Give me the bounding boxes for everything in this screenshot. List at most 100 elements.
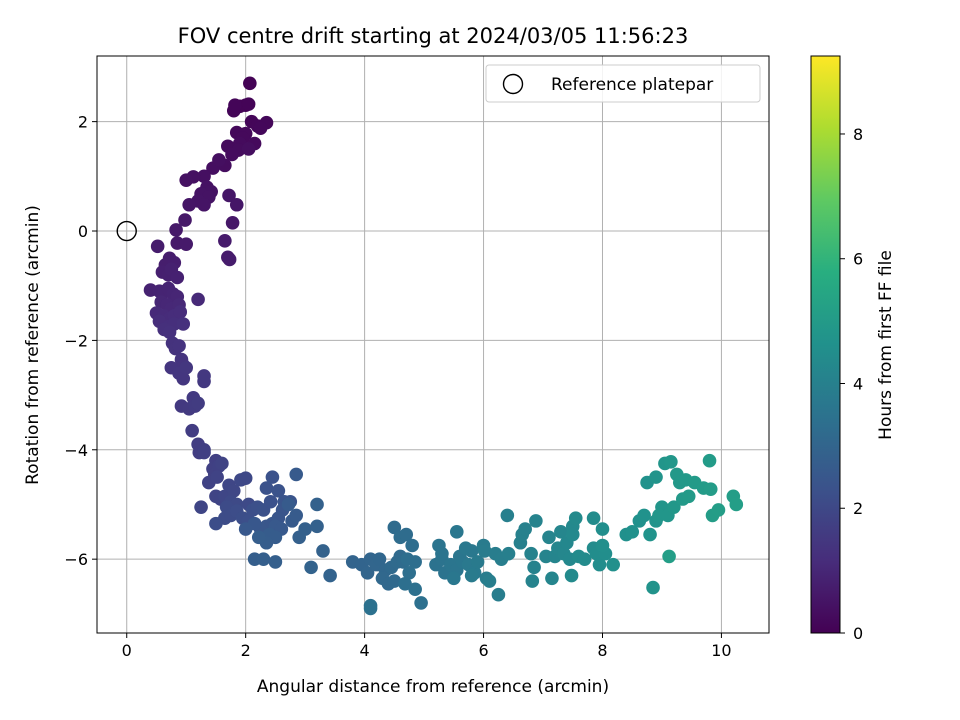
- legend-label-reference-platepar: Reference platepar: [551, 75, 713, 95]
- chart-title: FOV centre drift starting at 2024/03/05 …: [178, 24, 689, 48]
- data-point: [289, 508, 304, 523]
- x-tick-label: 6: [478, 641, 488, 660]
- data-point: [464, 568, 479, 583]
- data-point: [595, 522, 610, 536]
- data-point: [662, 549, 676, 564]
- data-point: [226, 484, 241, 498]
- data-point: [577, 552, 592, 566]
- data-point: [150, 239, 165, 254]
- x-axis-ticks: 0 2 4 6 8 10: [122, 633, 732, 660]
- data-point: [169, 223, 183, 237]
- y-tick-label: −6: [64, 550, 88, 569]
- y-tick-label: −4: [64, 441, 88, 460]
- data-point: [464, 544, 479, 558]
- data-point: [310, 519, 324, 534]
- data-point: [222, 252, 237, 267]
- x-tick-label: 8: [597, 641, 607, 660]
- data-point: [477, 544, 492, 558]
- data-point: [222, 188, 236, 203]
- data-point: [197, 197, 211, 212]
- data-point: [259, 481, 274, 495]
- data-point: [310, 497, 324, 512]
- data-point: [568, 511, 583, 525]
- data-point: [529, 514, 543, 528]
- data-point: [197, 445, 211, 460]
- data-point: [316, 544, 330, 558]
- data-point: [564, 568, 579, 583]
- x-tick-label: 10: [711, 641, 731, 660]
- colorbar-tick-label: 8: [853, 125, 863, 144]
- data-point: [241, 142, 256, 156]
- data-point: [500, 508, 515, 523]
- data-point: [229, 197, 244, 212]
- colorbar-label: Hours from first FF file: [876, 250, 896, 440]
- colorbar-ticks: 0 2 4 6 8: [840, 125, 863, 643]
- data-point: [194, 500, 208, 515]
- data-point: [702, 453, 717, 468]
- data-point: [649, 470, 663, 484]
- data-point: [228, 98, 242, 113]
- colorbar-gradient: [810, 55, 841, 634]
- data-point: [179, 360, 194, 375]
- y-axis-label: Rotation from reference (arcmin): [23, 205, 43, 485]
- data-point: [625, 525, 640, 539]
- y-tick-label: 2: [78, 113, 88, 132]
- x-axis-label: Angular distance from reference (arcmin): [257, 677, 609, 697]
- data-point: [525, 574, 540, 588]
- data-point: [185, 423, 199, 438]
- data-points: [143, 76, 744, 616]
- colorbar-tick-label: 4: [853, 374, 863, 393]
- data-point: [554, 525, 568, 539]
- data-point: [518, 522, 532, 536]
- data-point: [238, 471, 253, 486]
- data-point: [210, 470, 224, 484]
- data-point: [643, 527, 657, 542]
- data-point: [646, 580, 660, 595]
- data-point: [667, 500, 681, 515]
- data-point: [182, 197, 196, 212]
- colorbar-tick-label: 6: [853, 250, 863, 269]
- data-point: [251, 530, 266, 545]
- y-tick-label: −2: [64, 331, 88, 350]
- colorbar-tick-label: 0: [853, 624, 863, 643]
- data-point: [197, 374, 211, 389]
- data-point: [387, 574, 402, 588]
- data-point: [238, 522, 253, 536]
- data-point: [501, 546, 516, 561]
- y-axis-ticks: −6 −4 −2 0 2: [64, 113, 97, 569]
- data-point: [595, 538, 610, 553]
- colorbar-tick-label: 2: [853, 499, 863, 518]
- data-point: [449, 525, 464, 539]
- x-tick-label: 2: [241, 641, 251, 660]
- data-point: [399, 527, 414, 542]
- data-point: [323, 568, 337, 583]
- data-point: [172, 339, 186, 353]
- data-point: [435, 546, 449, 561]
- data-point: [179, 173, 194, 187]
- data-point: [271, 484, 286, 498]
- data-point: [215, 456, 229, 471]
- data-point: [176, 371, 191, 386]
- data-point: [243, 76, 257, 91]
- data-point: [268, 555, 283, 569]
- data-point: [405, 538, 419, 553]
- data-point: [212, 153, 226, 167]
- data-point: [606, 557, 620, 572]
- data-point: [225, 147, 239, 162]
- data-point: [360, 566, 375, 580]
- data-point: [447, 571, 461, 586]
- plot-frame: [96, 55, 770, 634]
- x-tick-label: 4: [360, 641, 370, 660]
- data-point: [162, 325, 177, 339]
- legend: Reference platepar: [485, 64, 761, 103]
- data-point: [542, 530, 556, 545]
- data-point: [592, 557, 607, 572]
- data-point: [681, 489, 696, 504]
- data-point: [256, 552, 271, 566]
- data-point: [191, 396, 205, 411]
- data-point: [263, 494, 278, 509]
- data-point: [289, 467, 304, 482]
- data-point: [527, 560, 541, 575]
